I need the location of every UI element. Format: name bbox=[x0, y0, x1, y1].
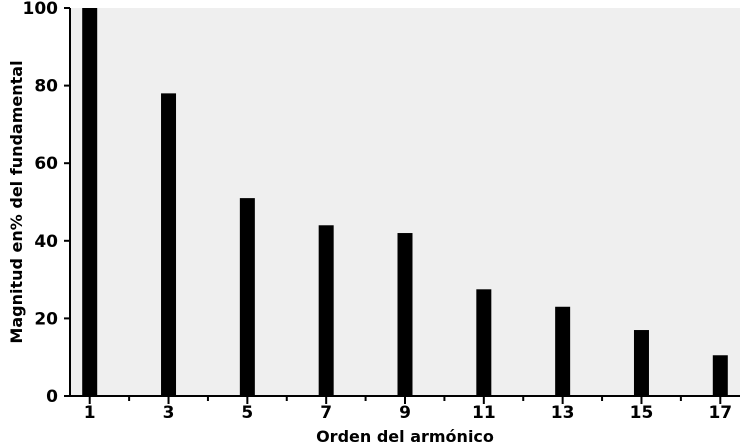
bar-11 bbox=[476, 289, 492, 396]
y-tick-label-0: 0 bbox=[46, 387, 58, 407]
y-tick-label-80: 80 bbox=[34, 77, 58, 97]
x-tick-label-7: 7 bbox=[320, 403, 332, 423]
bar-9 bbox=[397, 233, 413, 396]
y-tick-label-100: 100 bbox=[23, 0, 59, 19]
x-tick-label-15: 15 bbox=[630, 403, 654, 423]
x-tick-label-11: 11 bbox=[472, 403, 496, 423]
bar-13 bbox=[555, 306, 571, 396]
y-tick-label-40: 40 bbox=[34, 232, 58, 252]
x-tick-label-13: 13 bbox=[551, 403, 575, 423]
bar-5 bbox=[239, 198, 255, 396]
y-axis-title: Magnitud en% del fundamental bbox=[7, 60, 26, 343]
x-tick-label-5: 5 bbox=[241, 403, 253, 423]
x-tick-label-9: 9 bbox=[399, 403, 411, 423]
bar-17 bbox=[712, 355, 728, 396]
bar-7 bbox=[318, 225, 334, 396]
x-tick-label-17: 17 bbox=[708, 403, 732, 423]
bar-3 bbox=[161, 93, 177, 397]
x-tick-label-1: 1 bbox=[84, 403, 96, 423]
y-tick-label-60: 60 bbox=[34, 154, 58, 174]
x-axis-title: Orden del armónico bbox=[316, 427, 494, 446]
x-tick-label-3: 3 bbox=[163, 403, 175, 423]
bar-15 bbox=[633, 330, 649, 396]
y-tick-label-20: 20 bbox=[34, 309, 58, 329]
bar-1 bbox=[82, 8, 98, 396]
